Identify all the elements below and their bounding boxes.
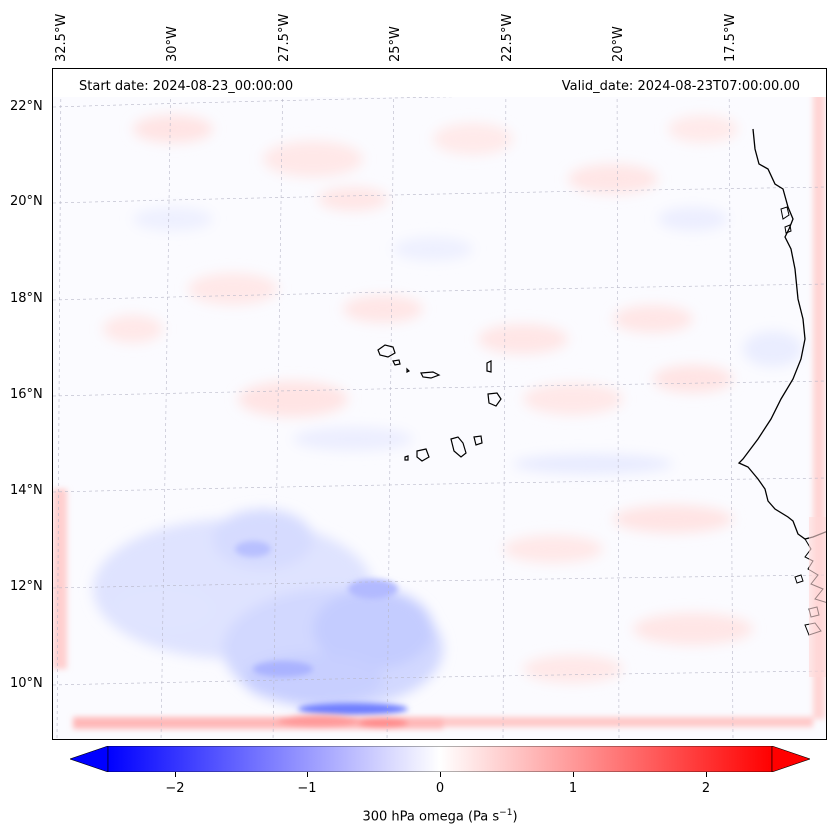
cbar-tick-1 (573, 772, 574, 777)
cbar-tick-2 (706, 772, 707, 777)
omega-field-map (53, 69, 826, 739)
lon-label-27-5w: 27.5°W (277, 13, 292, 62)
colorbar (70, 746, 810, 772)
cbar-tick-m1 (307, 772, 308, 777)
coastal-land-shade (809, 517, 826, 677)
valid-date-label: Valid_date: 2024-08-23T07:00:00.00 (561, 79, 800, 94)
lat-label-16n: 16°N (10, 387, 43, 402)
cbar-label-0: 0 (435, 781, 445, 796)
graticule (53, 69, 826, 739)
cbar-tick-0 (440, 772, 441, 777)
start-date-label: Start date: 2024-08-23_00:00:00 (79, 79, 294, 94)
lon-label-30w: 30°W (165, 26, 180, 62)
lat-label-18n: 18°N (10, 291, 43, 306)
cbar-tick-m2 (175, 772, 176, 777)
lat-label-12n: 12°N (10, 579, 43, 594)
cbar-label-1: 1 (568, 781, 578, 796)
cbar-label-m2: −2 (165, 781, 185, 796)
african-coastline (737, 128, 826, 540)
lat-label-14n: 14°N (10, 483, 43, 498)
cbar-label-m1: −1 (297, 781, 317, 796)
colorbar-extend-left (70, 746, 109, 772)
colorbar-gradient (107, 746, 773, 772)
omega-patches (103, 115, 803, 683)
lon-label-20w: 20°W (611, 26, 626, 62)
map-panel: Start date: 2024-08-23_00:00:00 Valid_da… (52, 68, 827, 740)
lat-label-22n: 22°N (10, 99, 43, 114)
coast-islands-north (780, 206, 792, 234)
lon-label-22-5w: 22.5°W (500, 13, 515, 62)
cape-verde-islands (377, 344, 502, 462)
lon-label-32-5w: 32.5°W (54, 13, 69, 62)
cbar-label-2: 2 (701, 781, 711, 796)
lon-label-17-5w: 17.5°W (723, 13, 738, 62)
ascent-cores (235, 541, 408, 715)
colorbar-extend-right (771, 746, 810, 772)
lon-label-25w: 25°W (388, 26, 403, 62)
colorbar-title: 300 hPa omega (Pa s−1) (362, 808, 518, 825)
ascent-region (93, 509, 443, 709)
header-band: Start date: 2024-08-23_00:00:00 Valid_da… (53, 69, 826, 97)
lat-label-10n: 10°N (10, 676, 43, 691)
lat-label-20n: 20°N (10, 194, 43, 209)
